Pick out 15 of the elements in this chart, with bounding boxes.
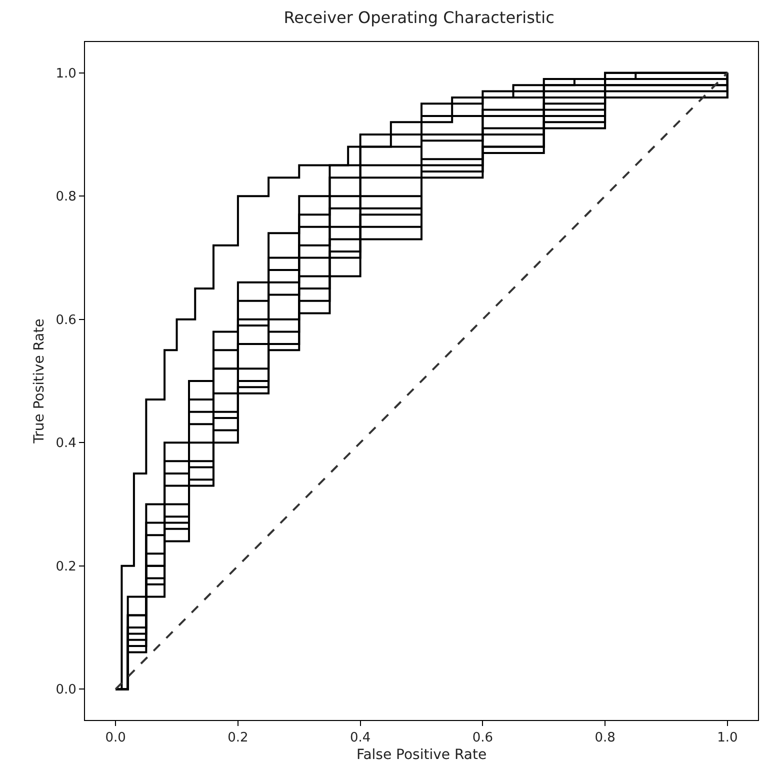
chart-title: Receiver Operating Characteristic	[284, 8, 554, 27]
x-tick-label: 0.0	[105, 730, 126, 746]
y-tick-label: 1.0	[56, 66, 76, 82]
x-tick-label: 0.2	[228, 730, 248, 746]
y-tick-label: 0.6	[56, 312, 76, 328]
y-tick-label: 0.8	[56, 190, 76, 205]
x-tick-label: 1.0	[717, 730, 738, 746]
y-tick-label: 0.4	[56, 436, 76, 452]
x-tick-label: 0.4	[350, 730, 371, 746]
x-axis-title: False Positive Rate	[356, 746, 487, 763]
x-tick-label: 0.6	[472, 730, 494, 746]
x-tick-label: 0.8	[594, 730, 616, 746]
y-tick-label: 0.2	[56, 559, 76, 574]
y-tick-label: 0.0	[56, 682, 76, 698]
y-axis-title: True Positive Rate	[31, 318, 48, 444]
